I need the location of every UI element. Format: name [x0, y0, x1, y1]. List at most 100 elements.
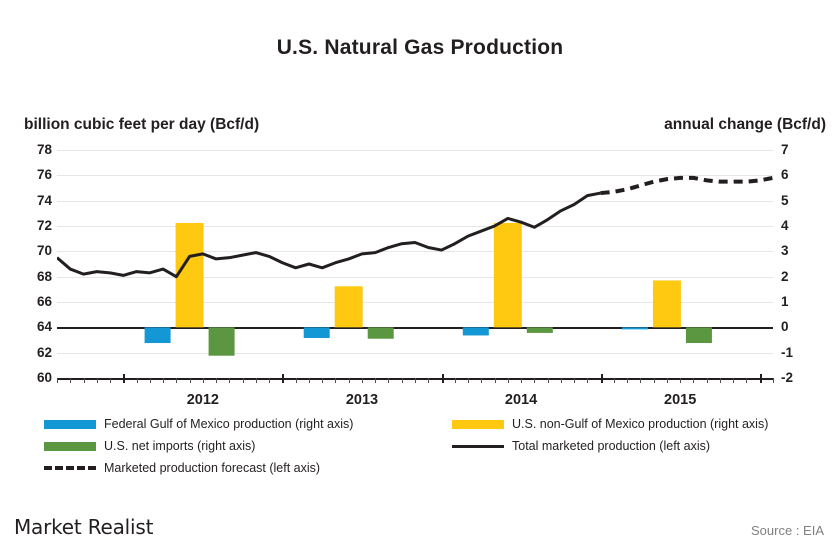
legend-label: Total marketed production (left axis): [512, 439, 711, 453]
forecast-line: [600, 175, 773, 196]
x-tick-minor: [733, 378, 735, 383]
x-tick-minor: [348, 378, 350, 383]
legend-net-imports[interactable]: U.S. net imports (right axis): [44, 439, 255, 453]
y-tick-left-62: 62: [36, 344, 52, 360]
x-tick-minor: [640, 378, 642, 383]
x-axis-year-2014: 2014: [504, 392, 538, 408]
x-tick-major: [441, 374, 444, 383]
bar-2015-2: [685, 327, 712, 344]
x-tick-minor: [176, 378, 178, 383]
x-tick-minor: [415, 378, 416, 383]
x-tick-minor: [613, 378, 615, 383]
legend-non-gulf[interactable]: U.S. non-Gulf of Mexico production (righ…: [452, 417, 768, 431]
x-tick-minor: [229, 378, 231, 383]
x-tick-minor: [361, 378, 363, 383]
y-tick-right-5: 5: [781, 192, 789, 208]
y-tick-left-72: 72: [36, 218, 52, 233]
x-tick-major: [282, 374, 285, 383]
x-tick-minor: [388, 378, 390, 383]
x-tick-minor: [706, 378, 708, 383]
x-tick-minor: [547, 378, 549, 383]
series-layer: [57, 175, 773, 356]
legend-forecast[interactable]: Marketed production forecast (left axis): [44, 461, 320, 475]
brand-logo: Market Realist: [14, 515, 153, 539]
x-tick-minor: [295, 378, 297, 383]
x-axis-year-2013: 2013: [345, 392, 379, 408]
x-tick-minor: [202, 378, 204, 383]
x-tick-minor: [693, 378, 695, 383]
x-tick-minor: [163, 378, 165, 383]
brand-name: Market Realist: [14, 515, 154, 539]
bar-2013-1: [334, 286, 363, 328]
y-tick-left-74: 74: [36, 192, 52, 208]
y-tick-right-1: 1: [781, 294, 789, 309]
bar-2014-0: [462, 327, 489, 336]
x-tick-minor: [322, 378, 324, 383]
x-tick-major: [759, 374, 762, 383]
legend-label: U.S. non-Gulf of Mexico production (righ…: [512, 417, 769, 431]
bar-2015-0: [621, 327, 648, 330]
x-tick-minor: [507, 378, 509, 383]
plot-area: [57, 150, 773, 379]
x-tick-minor: [574, 378, 576, 383]
y-tick-right-7: 7: [781, 142, 789, 157]
x-tick-minor: [335, 378, 337, 383]
x-tick-minor: [666, 378, 668, 383]
x-tick-minor: [375, 378, 377, 383]
x-axis-year-2012: 2012: [186, 392, 219, 408]
bar-2012-2: [208, 327, 235, 356]
page-title: U.S. Natural Gas Production: [276, 36, 564, 59]
x-tick-minor: [308, 378, 310, 383]
chart-legend: Federal Gulf of Mexico production (right…: [0, 417, 840, 477]
legend-total-marketed[interactable]: Total marketed production (left axis): [452, 439, 710, 453]
y-tick-right-6: 6: [781, 167, 789, 183]
x-tick-minor: [57, 378, 58, 383]
legend-label: U.S. net imports (right axis): [104, 439, 256, 453]
x-tick-minor: [255, 378, 257, 383]
x-tick-minor: [149, 378, 151, 383]
gridline: [57, 353, 773, 354]
y-tick-left-66: 66: [36, 294, 52, 309]
gridline: [57, 201, 773, 202]
x-tick-minor: [587, 378, 589, 383]
gridline: [57, 277, 773, 278]
gridline: [57, 251, 773, 252]
bar-2013-2: [367, 327, 394, 339]
legend-label: Federal Gulf of Mexico production (right…: [104, 417, 354, 431]
gridline: [57, 302, 773, 303]
x-tick-minor: [136, 378, 138, 383]
bar-2015-1: [652, 280, 681, 328]
x-tick-minor: [560, 378, 562, 383]
x-tick-minor: [454, 378, 456, 383]
legend-dashed-line-icon: [44, 466, 96, 470]
bar-2012-1: [175, 222, 204, 328]
x-tick-minor: [428, 378, 430, 383]
y-tick-right-2: 2: [781, 268, 789, 284]
bar-2013-0: [303, 327, 330, 338]
right-axis-caption: annual change (Bcf/d): [664, 116, 826, 133]
source-note: Source : EIA: [751, 523, 824, 538]
x-tick-minor: [481, 378, 483, 383]
legend-federal-gulf[interactable]: Federal Gulf of Mexico production (right…: [44, 417, 353, 431]
x-tick-minor: [680, 378, 682, 383]
y-tick-left-78: 78: [36, 142, 52, 157]
x-tick-minor: [468, 378, 470, 383]
x-tick-minor: [96, 378, 98, 383]
production-line: [57, 191, 601, 279]
x-axis: 2012 2013 2014 2015: [57, 374, 774, 408]
y-tick-left-64: 64: [36, 319, 52, 335]
y-tick-right-4: 4: [781, 218, 789, 233]
y-tick-right-0: 0: [781, 319, 789, 335]
x-tick-minor: [746, 378, 748, 383]
x-tick-minor: [494, 378, 496, 383]
x-tick-minor: [534, 378, 536, 383]
legend-line-icon: [452, 444, 504, 448]
gridline: [57, 150, 773, 151]
x-tick-minor: [70, 378, 72, 383]
bar-2014-1: [493, 222, 522, 328]
x-tick-minor: [189, 378, 191, 383]
gridline: [57, 226, 773, 227]
x-axis-year-2015: 2015: [664, 392, 697, 408]
x-tick-minor: [110, 378, 112, 383]
x-tick-minor: [83, 378, 85, 383]
